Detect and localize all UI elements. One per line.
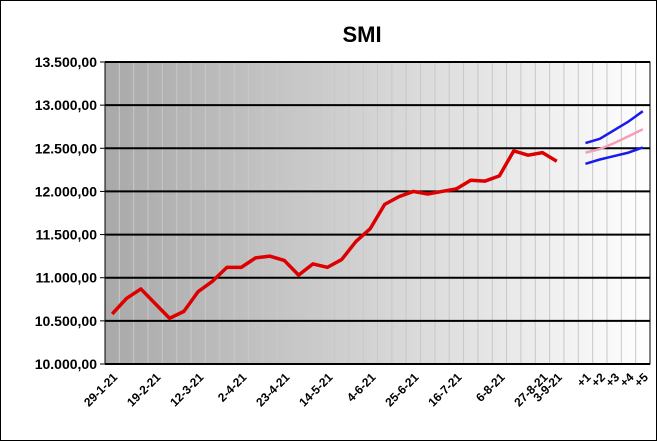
chart-title: SMI: [342, 22, 381, 47]
series-line: [585, 146, 644, 166]
plot-frame: [104, 61, 651, 365]
y-tick-label: 13.000,00: [35, 97, 97, 113]
y-tick-label: 13.500,00: [35, 54, 97, 70]
y-tick-label: 11.000,00: [35, 270, 97, 286]
y-tick-label: 11.500,00: [35, 227, 97, 243]
y-tick-label: 12.500,00: [35, 140, 97, 156]
y-tick-label: 10.000,00: [35, 356, 97, 372]
series-line: [585, 128, 644, 154]
series-line: [585, 110, 644, 145]
series-line: [110, 149, 558, 321]
y-tick-label: 10.500,00: [35, 313, 97, 329]
y-tick-label: 12.000,00: [35, 183, 97, 199]
